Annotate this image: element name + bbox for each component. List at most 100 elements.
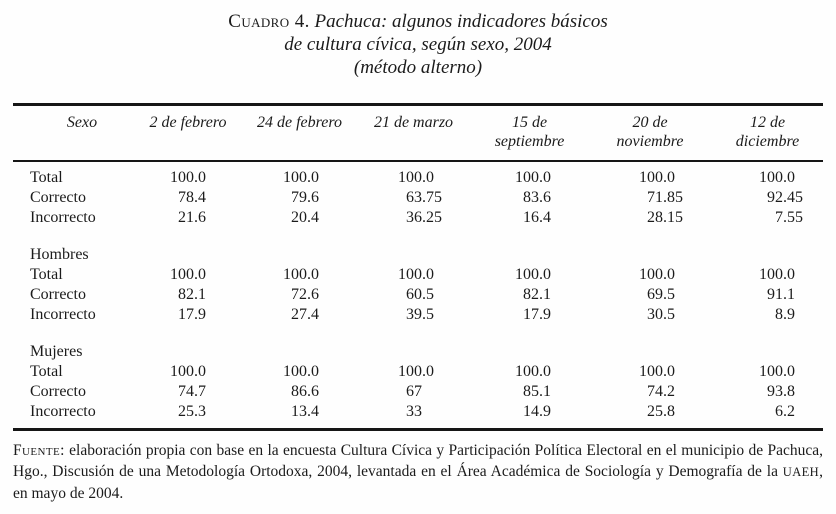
- source-acronym: UAEH: [782, 465, 820, 479]
- column-header-line: 12 de: [749, 114, 786, 131]
- row-label: Incorrecto: [30, 403, 96, 420]
- section-spacer: [13, 228, 823, 245]
- section-label: Mujeres: [30, 343, 83, 360]
- value-cell: 100.0: [283, 169, 319, 186]
- value-cell: 100.0: [759, 363, 795, 380]
- section-spacer: [13, 325, 823, 342]
- column-header-line: 21 de marzo: [373, 114, 454, 131]
- column-header-date: 21 de marzo: [356, 104, 471, 162]
- value-cell: 100.0: [398, 169, 434, 186]
- row-label: Correcto: [30, 383, 86, 400]
- value-cell: 100.0: [515, 363, 551, 380]
- value-cell: 83.6: [523, 189, 551, 206]
- table-row: Correcto 78.4 79.6 63.75 83.6 71.85 92.45: [13, 188, 823, 208]
- value-cell: 33: [406, 403, 422, 420]
- value-cell: 14.9: [523, 403, 551, 420]
- row-label: Total: [30, 169, 63, 186]
- value-cell: 100.0: [639, 266, 675, 283]
- table-row: Correcto 82.1 72.6 60.5 82.1 69.5 91.1: [13, 285, 823, 305]
- value-cell: 100.0: [398, 266, 434, 283]
- source-note: Fuente: elaboración propia con base en l…: [13, 440, 823, 504]
- title-text: Pachuca: algunos indicadores básicos: [314, 11, 608, 32]
- value-cell: 79.6: [291, 189, 319, 206]
- value-cell: 63.75: [406, 189, 442, 206]
- row-label: Incorrecto: [30, 306, 96, 323]
- row-label: Correcto: [30, 286, 86, 303]
- table-row: Total 100.0 100.0 100.0 100.0 100.0 100.0: [13, 362, 823, 382]
- value-cell: 78.4: [178, 189, 206, 206]
- value-cell: 86.6: [291, 383, 319, 400]
- section-label-row: Mujeres: [13, 342, 823, 362]
- value-cell: 16.4: [523, 209, 551, 226]
- value-cell: 36.25: [406, 209, 442, 226]
- value-cell: 71.85: [647, 189, 683, 206]
- value-cell: 30.5: [647, 306, 675, 323]
- value-cell: 74.7: [178, 383, 206, 400]
- value-cell: 20.4: [291, 209, 319, 226]
- title-line-2: de cultura cívica, según sexo, 2004: [284, 34, 552, 55]
- section-label-row: Hombres: [13, 245, 823, 265]
- source-text-end: , en mayo de 2004.: [13, 463, 823, 502]
- value-cell: 100.0: [170, 169, 206, 186]
- column-header-date: 20 de noviembre: [588, 104, 712, 162]
- table-row: Incorrecto 25.3 13.4 33 14.9 25.8 6.2: [13, 402, 823, 430]
- column-header-line: diciembre: [735, 133, 800, 150]
- column-header-line: 20 de: [632, 114, 668, 131]
- value-cell: 21.6: [178, 209, 206, 226]
- column-header-line: noviembre: [616, 133, 684, 150]
- value-cell: 17.9: [523, 306, 551, 323]
- table-number-label: Cuadro 4.: [228, 11, 310, 32]
- column-header-line: septiembre: [494, 133, 565, 150]
- row-label: Incorrecto: [30, 209, 96, 226]
- value-cell: 91.1: [767, 286, 795, 303]
- value-cell: 27.4: [291, 306, 319, 323]
- table-row: Total 100.0 100.0 100.0 100.0 100.0 100.0: [13, 161, 823, 188]
- value-cell: 100.0: [515, 266, 551, 283]
- section-label: Hombres: [30, 246, 89, 263]
- value-cell: 74.2: [647, 383, 675, 400]
- value-cell: 13.4: [291, 403, 319, 420]
- column-header-line: 24 de febrero: [256, 114, 342, 131]
- row-label: Total: [30, 363, 63, 380]
- value-cell: 100.0: [639, 363, 675, 380]
- value-cell: 82.1: [178, 286, 206, 303]
- value-cell: 100.0: [639, 169, 675, 186]
- table-row: Correcto 74.7 86.6 67 85.1 74.2 93.8: [13, 382, 823, 402]
- value-cell: 6.2: [775, 403, 795, 420]
- column-header-date: 15 de septiembre: [471, 104, 588, 162]
- value-cell: 100.0: [170, 266, 206, 283]
- table-row: Incorrecto 17.9 27.4 39.5 17.9 30.5 8.9: [13, 305, 823, 325]
- column-header-line: 15 de: [511, 114, 548, 131]
- value-cell: 85.1: [523, 383, 551, 400]
- column-header-date: 12 de diciembre: [712, 104, 823, 162]
- value-cell: 100.0: [283, 363, 319, 380]
- table-title: Cuadro 4. Pachuca: algunos indicadores b…: [0, 0, 836, 79]
- value-cell: 100.0: [283, 266, 319, 283]
- title-line-3: (método alterno): [353, 57, 483, 78]
- value-cell: 93.8: [767, 383, 795, 400]
- table-body: Total 100.0 100.0 100.0 100.0 100.0 100.0 Corre…: [13, 161, 823, 430]
- value-cell: 100.0: [515, 169, 551, 186]
- table-row: Incorrecto 21.6 20.4 36.25 16.4 28.15 7.55: [13, 208, 823, 228]
- value-cell: 82.1: [523, 286, 551, 303]
- column-header-date: 2 de febrero: [133, 104, 243, 162]
- value-cell: 100.0: [759, 266, 795, 283]
- value-cell: 92.45: [767, 189, 803, 206]
- value-cell: 8.9: [775, 306, 795, 323]
- row-label: Total: [30, 266, 63, 283]
- value-cell: 60.5: [406, 286, 434, 303]
- column-header-date: 24 de febrero: [243, 104, 356, 162]
- source-text: elaboración propia con base en la encues…: [13, 442, 823, 480]
- column-header-line: 2 de febrero: [149, 114, 227, 131]
- value-cell: 17.9: [178, 306, 206, 323]
- value-cell: 69.5: [647, 286, 675, 303]
- indicators-table: Sexo 2 de febrero 24 de febrero 21 de marz…: [13, 103, 823, 431]
- header-row: Sexo 2 de febrero 24 de febrero 21 de marz…: [13, 104, 823, 162]
- value-cell: 100.0: [398, 363, 434, 380]
- table-header: Sexo 2 de febrero 24 de febrero 21 de marz…: [13, 104, 823, 162]
- table-row: Total 100.0 100.0 100.0 100.0 100.0 100.0: [13, 265, 823, 285]
- value-cell: 100.0: [759, 169, 795, 186]
- value-cell: 67: [406, 383, 422, 400]
- value-cell: 72.6: [291, 286, 319, 303]
